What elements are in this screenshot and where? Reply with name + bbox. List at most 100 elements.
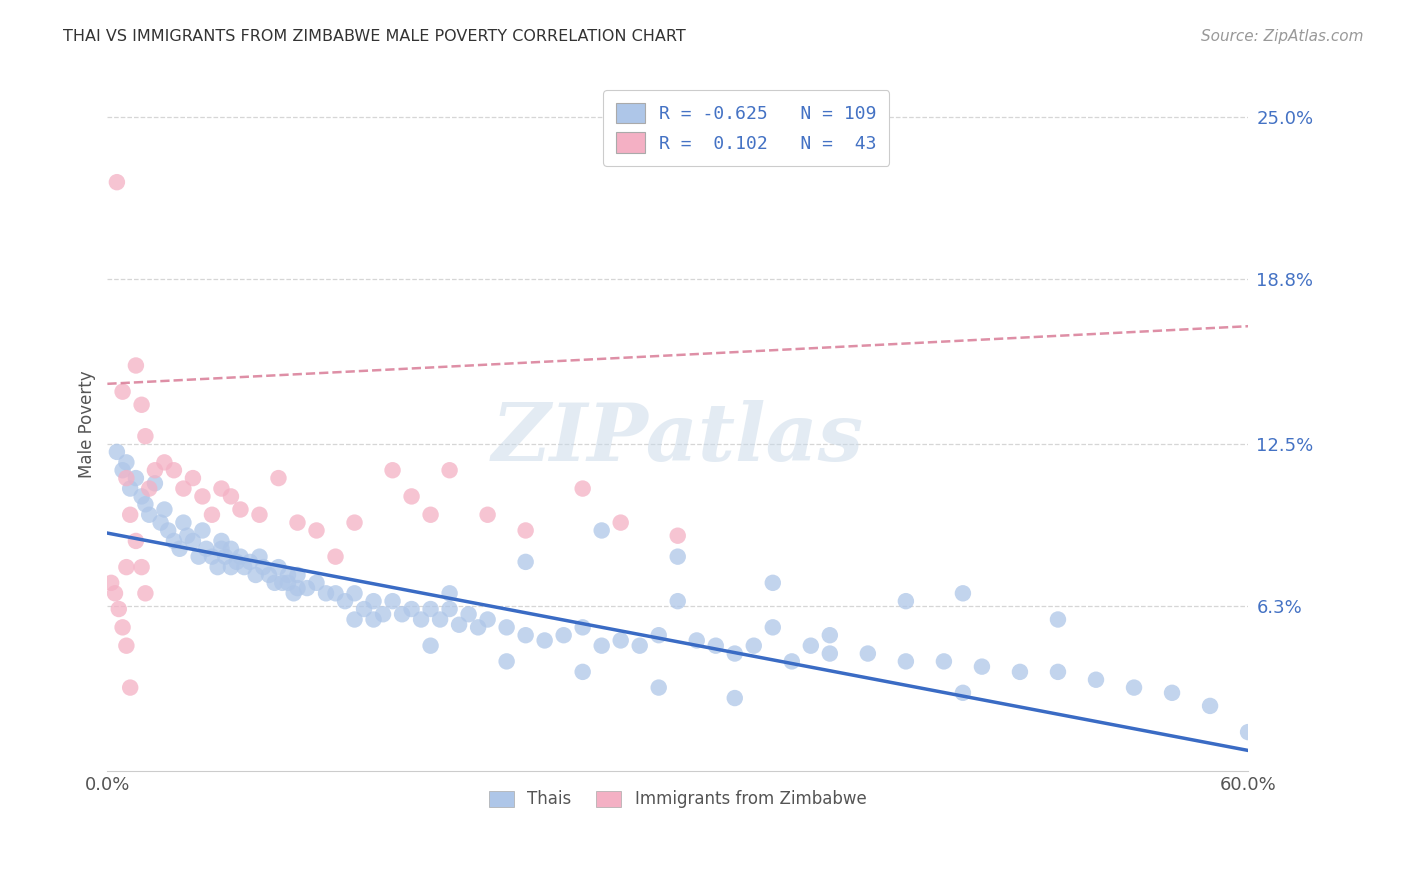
Point [143, 463, 166, 477]
Point [249, 549, 271, 564]
Point [429, 613, 451, 627]
Point [153, 502, 176, 516]
Point [1237, 725, 1260, 739]
Point [229, 549, 252, 564]
Text: ZIPatlas: ZIPatlas [492, 400, 863, 477]
Point [283, 586, 305, 600]
Point [107, 602, 129, 616]
Point [457, 607, 479, 622]
Point [138, 482, 160, 496]
Point [333, 594, 356, 608]
Point [724, 647, 747, 661]
Point [343, 586, 366, 600]
Y-axis label: Male Poverty: Male Poverty [79, 370, 96, 478]
Point [111, 384, 134, 399]
Point [762, 620, 785, 634]
Point [515, 628, 537, 642]
Point [391, 607, 413, 622]
Point [176, 529, 198, 543]
Point [214, 549, 236, 564]
Point [1046, 665, 1069, 679]
Point [591, 639, 613, 653]
Point [134, 429, 156, 443]
Point [134, 497, 156, 511]
Point [211, 533, 233, 548]
Point [257, 568, 280, 582]
Point [131, 560, 153, 574]
Point [439, 602, 461, 616]
Point [363, 613, 385, 627]
Point [115, 639, 138, 653]
Point [648, 628, 671, 642]
Point [686, 633, 709, 648]
Point [305, 524, 328, 538]
Point [609, 633, 631, 648]
Point [952, 586, 974, 600]
Point [742, 639, 765, 653]
Point [439, 586, 461, 600]
Point [172, 482, 194, 496]
Point [125, 359, 148, 373]
Point [191, 490, 214, 504]
Point [818, 628, 841, 642]
Point [571, 620, 593, 634]
Point [343, 516, 366, 530]
Point [219, 560, 242, 574]
Point [191, 524, 214, 538]
Point [818, 647, 841, 661]
Point [1046, 613, 1069, 627]
Point [952, 686, 974, 700]
Point [477, 508, 499, 522]
Point [381, 463, 404, 477]
Point [704, 639, 727, 653]
Point [267, 471, 290, 485]
Point [105, 445, 128, 459]
Point [533, 633, 555, 648]
Point [131, 398, 153, 412]
Point [295, 581, 318, 595]
Point [163, 463, 186, 477]
Point [120, 681, 142, 695]
Point [1085, 673, 1108, 687]
Point [495, 654, 517, 668]
Point [195, 541, 218, 556]
Point [1161, 686, 1184, 700]
Point [120, 482, 142, 496]
Text: Source: ZipAtlas.com: Source: ZipAtlas.com [1201, 29, 1364, 44]
Point [149, 516, 172, 530]
Point [252, 560, 274, 574]
Point [591, 524, 613, 538]
Point [780, 654, 803, 668]
Point [287, 581, 309, 595]
Point [263, 575, 285, 590]
Point [648, 681, 671, 695]
Point [553, 628, 575, 642]
Point [172, 516, 194, 530]
Point [932, 654, 955, 668]
Point [894, 654, 917, 668]
Point [800, 639, 823, 653]
Point [245, 568, 267, 582]
Point [239, 555, 262, 569]
Point [115, 560, 138, 574]
Point [100, 575, 122, 590]
Point [628, 639, 651, 653]
Point [305, 575, 328, 590]
Point [666, 529, 689, 543]
Point [449, 617, 471, 632]
Point [187, 549, 209, 564]
Point [666, 594, 689, 608]
Point [125, 471, 148, 485]
Point [1199, 698, 1222, 713]
Point [115, 471, 138, 485]
Point [131, 490, 153, 504]
Point [666, 549, 689, 564]
Point [120, 508, 142, 522]
Point [571, 665, 593, 679]
Point [467, 620, 489, 634]
Point [970, 659, 993, 673]
Point [409, 613, 432, 627]
Point [277, 575, 299, 590]
Point [211, 482, 233, 496]
Point [724, 691, 747, 706]
